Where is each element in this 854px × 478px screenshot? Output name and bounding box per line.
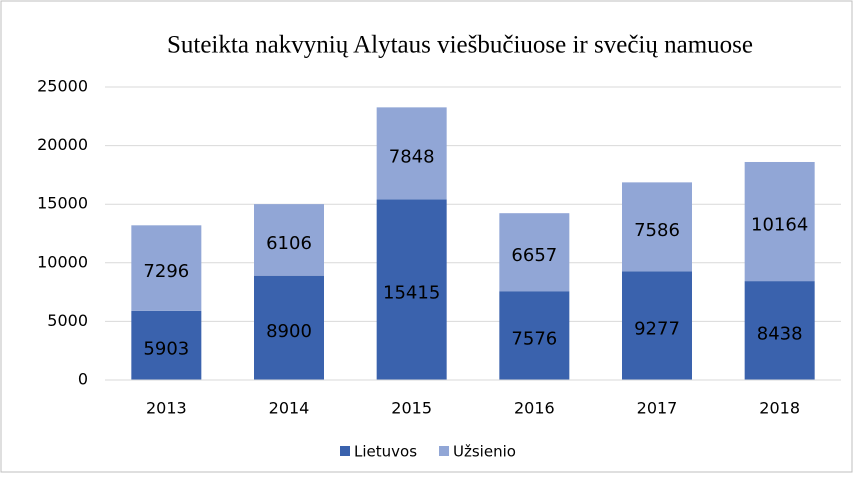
x-tick-label: 2017: [637, 399, 678, 418]
y-tick-label: 25000: [37, 77, 88, 96]
data-label: 8900: [266, 321, 312, 342]
bar-segment: [622, 271, 692, 380]
data-label: 5903: [143, 338, 189, 359]
data-label: 7296: [143, 261, 189, 282]
legend-swatch: [340, 446, 350, 456]
bar-segment: [376, 107, 447, 200]
bar-segment: [499, 291, 570, 380]
bar-segment: [744, 161, 815, 282]
data-label: 9277: [634, 319, 680, 340]
bar-segment: [499, 213, 570, 292]
x-tick-label: 2015: [391, 399, 432, 418]
y-tick-label: 10000: [37, 252, 88, 271]
legend-label: Lietuvos: [354, 443, 417, 461]
data-label: 7576: [511, 329, 557, 350]
x-tick-label: 2013: [146, 399, 187, 418]
data-label: 7848: [389, 146, 435, 167]
data-label: 7586: [634, 220, 680, 241]
legend-label: Užsienio: [453, 443, 516, 461]
data-label: 6657: [511, 245, 557, 266]
x-tick-label: 2016: [514, 399, 555, 418]
bar-segment: [254, 275, 324, 380]
bar-segment: [254, 204, 324, 276]
bar-segment: [131, 225, 202, 311]
legend-swatch: [439, 446, 450, 456]
bar-segment: [131, 310, 202, 380]
x-tick-label: 2014: [269, 399, 310, 418]
y-tick-label: 0: [78, 370, 88, 389]
y-tick-label: 20000: [37, 135, 88, 154]
bar-segment: [744, 281, 815, 380]
data-label: 6106: [266, 233, 312, 254]
data-label: 8438: [757, 324, 803, 345]
y-tick-label: 15000: [37, 194, 88, 213]
bar-segment: [376, 199, 447, 380]
bar-segment: [622, 182, 692, 272]
chart-title: Suteikta nakvynių Alytaus viešbučiuose i…: [167, 32, 753, 59]
data-label: 10164: [751, 215, 808, 236]
y-tick-label: 5000: [47, 311, 88, 330]
data-label: 15415: [383, 283, 440, 304]
x-tick-label: 2018: [759, 399, 800, 418]
